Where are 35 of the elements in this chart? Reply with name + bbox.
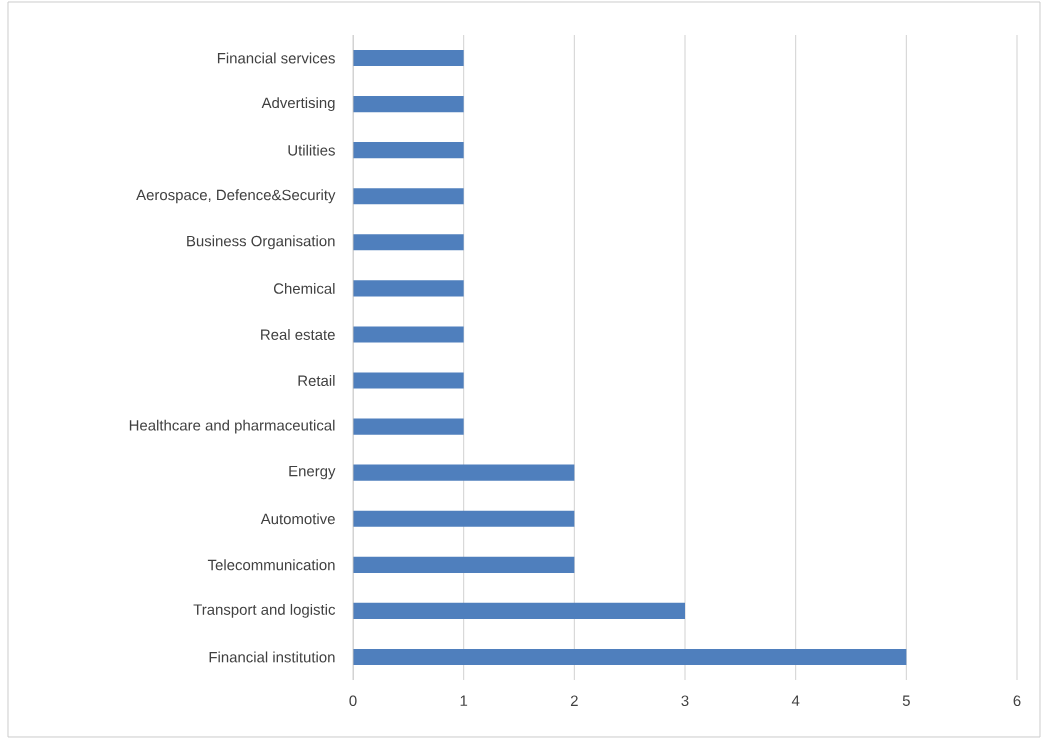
- y-tick-label: Chemical: [273, 282, 335, 294]
- x-tick-label: 3: [681, 695, 689, 707]
- y-tick-label: Financial services: [217, 52, 335, 64]
- y-tick-label: Business Organisation: [187, 235, 335, 250]
- bar: [353, 464, 575, 481]
- bar: [353, 49, 464, 67]
- bar: [353, 418, 464, 435]
- y-tick-label: Advertising: [261, 97, 335, 112]
- bar: [353, 326, 464, 343]
- x-tick-label: 4: [791, 695, 800, 706]
- x-tick-label: 0: [349, 695, 357, 707]
- bar: [353, 510, 575, 527]
- y-tick-label: Financial institution: [209, 651, 335, 663]
- x-tick-label: 2: [570, 695, 578, 706]
- y-tick-label: Transport and logistic: [193, 603, 336, 618]
- y-tick-label: Utilities: [288, 144, 335, 156]
- bar: [353, 556, 575, 573]
- x-tick-label: 1: [460, 695, 468, 706]
- bar: [353, 188, 464, 205]
- bar: [353, 648, 907, 666]
- x-tick-label: 5: [902, 695, 910, 706]
- bar: [353, 234, 464, 251]
- bar: [353, 602, 686, 619]
- bar: [353, 372, 464, 389]
- bar: [353, 96, 464, 113]
- y-tick-label: Telecommunication: [207, 559, 335, 571]
- y-tick-label: Retail: [298, 375, 335, 387]
- x-tick-label: 6: [1013, 695, 1021, 707]
- y-tick-label: Real estate: [261, 328, 335, 340]
- y-tick-label: Aerospace, Defence&Security: [136, 189, 336, 204]
- y-tick-label: Energy: [289, 465, 336, 480]
- bar: [353, 280, 464, 297]
- y-tick-label: Healthcare and pharmaceutical: [129, 419, 335, 434]
- bar: [353, 142, 464, 159]
- y-tick-label: Automotive: [260, 513, 335, 525]
